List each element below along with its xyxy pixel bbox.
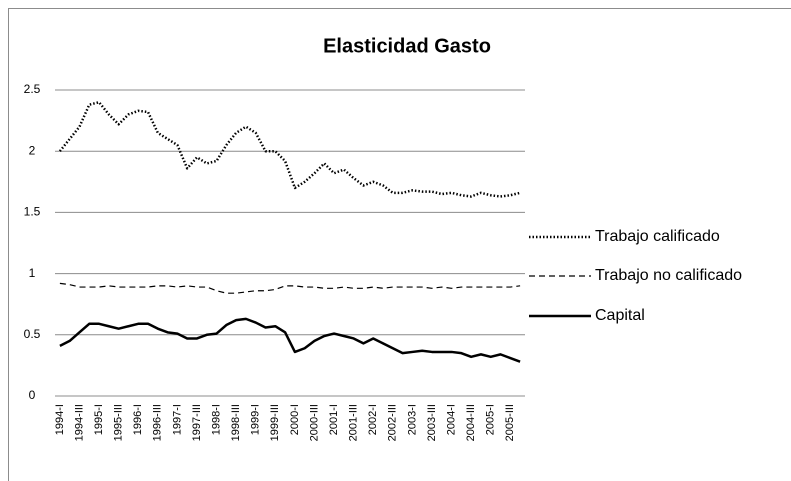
x-tick-label: 1998-III — [230, 404, 242, 441]
x-tick-label: 2004-III — [465, 404, 477, 441]
x-tick-label: 1996-I — [132, 404, 144, 435]
x-tick-label: 1994-I — [54, 404, 66, 435]
x-tick-label: 2004-I — [445, 404, 457, 435]
legend-label: Trabajo no calificado — [595, 267, 742, 284]
y-tick-label: 1 — [29, 266, 36, 280]
legend-label: Capital — [595, 307, 645, 324]
x-tick-label: 2002-III — [387, 404, 399, 441]
y-tick-label: 0.5 — [24, 327, 41, 341]
y-tick-label: 2 — [29, 143, 36, 157]
x-tick-label: 2001-III — [348, 404, 360, 441]
x-tick-label: 2005-III — [504, 404, 516, 441]
x-tick-label: 2003-I — [406, 404, 418, 435]
y-tick-label: 1.5 — [24, 205, 41, 219]
x-tick-label: 1999-I — [250, 404, 262, 435]
x-tick-label: 2002-I — [367, 404, 379, 435]
x-tick-label: 1995-III — [113, 404, 125, 441]
y-tick-label: 0 — [29, 388, 36, 402]
x-tick-label: 1997-III — [191, 404, 203, 441]
x-tick-label: 2003-III — [426, 404, 438, 441]
x-tick-label: 1994-III — [73, 404, 85, 441]
x-tick-label: 1995-I — [93, 404, 105, 435]
x-tick-label: 1999-III — [269, 404, 281, 441]
chart-title: Elasticidad Gasto — [323, 35, 491, 57]
y-tick-label: 2.5 — [24, 82, 41, 96]
series-line — [58, 100, 521, 198]
x-tick-label: 2001-I — [328, 404, 340, 435]
x-tick-label: 1998-I — [210, 404, 222, 435]
x-tick-label: 2000-I — [289, 404, 301, 435]
x-tick-label: 1997-I — [171, 404, 183, 435]
chart-border — [8, 8, 791, 481]
x-tick-label: 2000-III — [308, 404, 320, 441]
x-tick-label: 2005-I — [485, 404, 497, 435]
legend-label: Trabajo calificado — [595, 228, 720, 245]
series-line — [59, 317, 521, 363]
series-line — [59, 282, 521, 294]
x-tick-label: 1996-III — [152, 404, 164, 441]
